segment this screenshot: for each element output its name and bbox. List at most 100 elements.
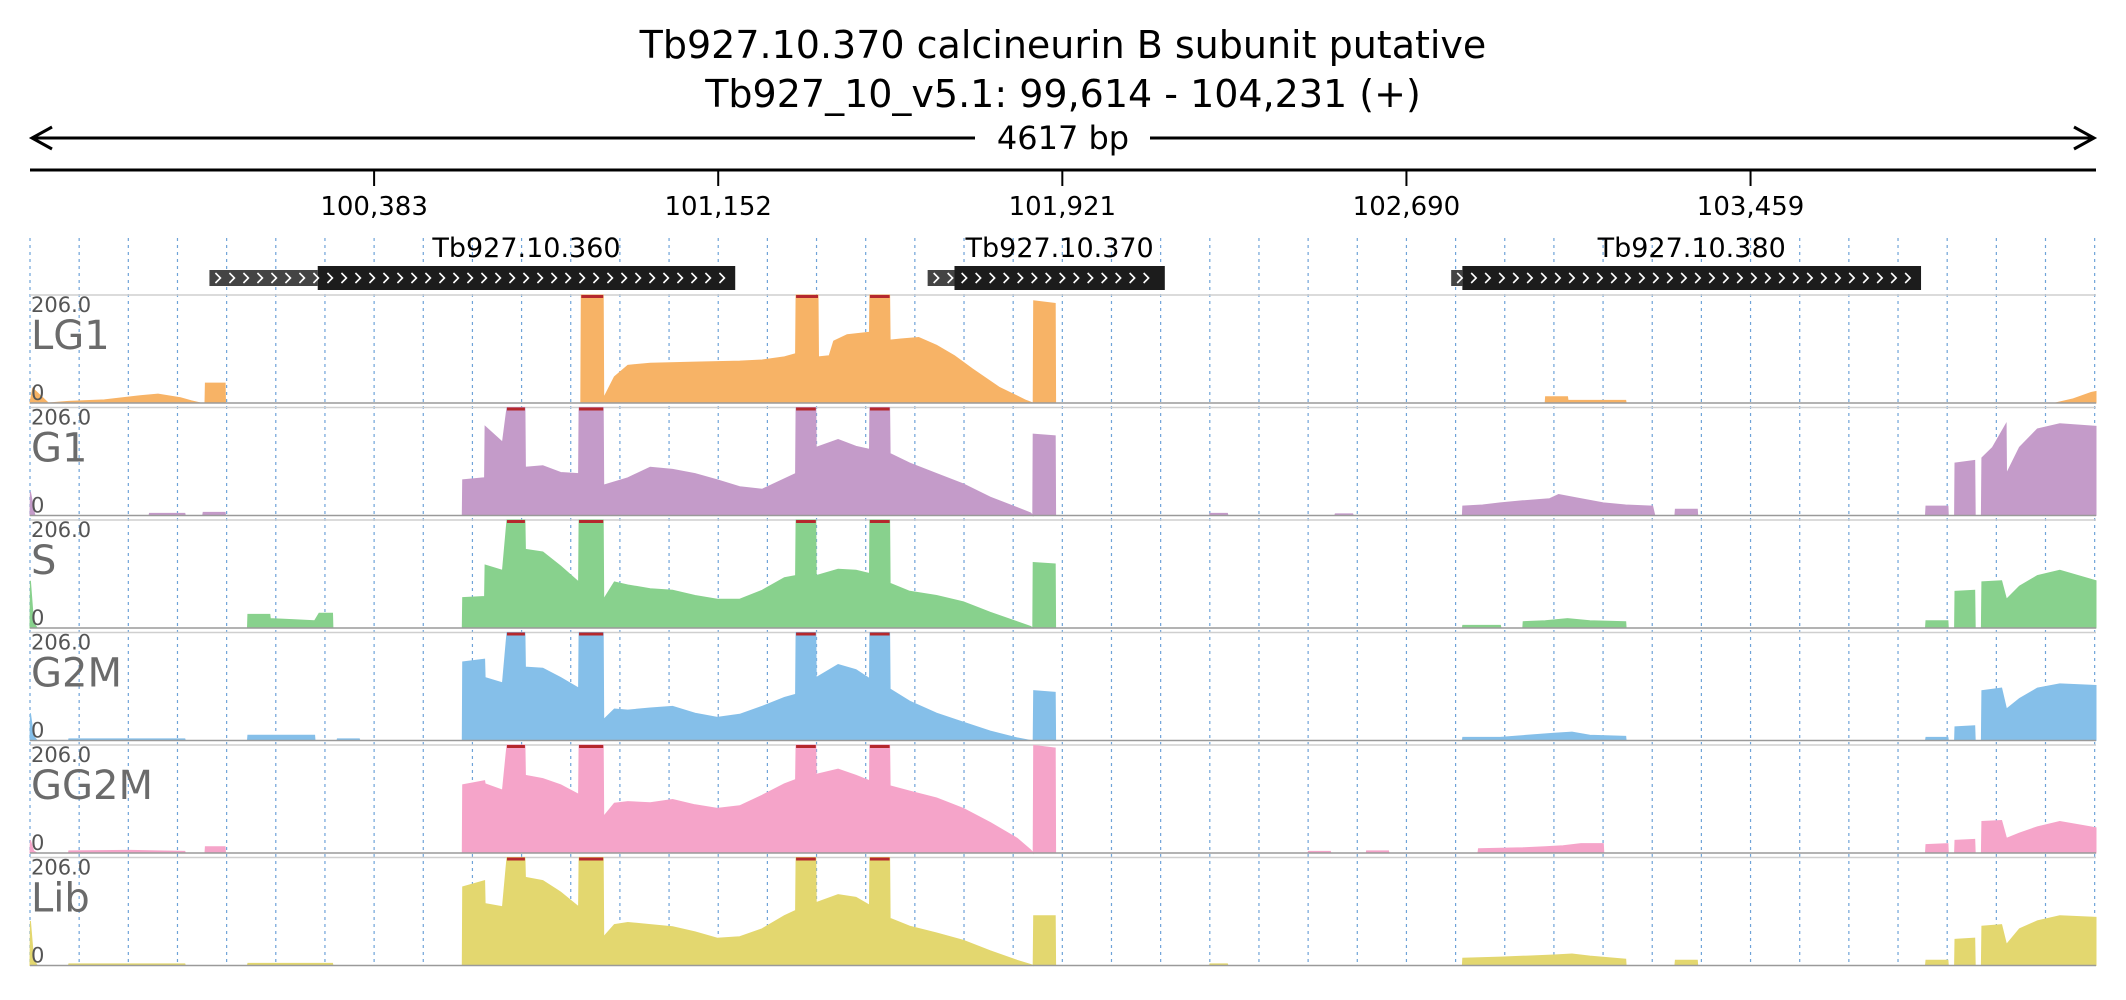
gene-utr <box>927 270 955 286</box>
clipped-peak-marker <box>796 745 816 748</box>
strand-arrow <box>1876 272 1884 284</box>
gene-model: Tb927.10.380 <box>1451 233 1922 290</box>
x-tick-label: 101,921 <box>1009 192 1117 222</box>
strand-arrow <box>1554 272 1562 284</box>
strand-arrow <box>382 272 390 284</box>
strand-arrow <box>550 272 558 284</box>
clipped-peak-marker <box>507 857 525 861</box>
clipped-peak-marker <box>869 520 890 523</box>
x-tick-label: 101,152 <box>664 192 772 222</box>
gene-cds <box>954 266 1165 290</box>
clipped-peak-marker <box>581 295 604 298</box>
strand-arrow <box>354 272 362 284</box>
strand-arrow <box>396 272 404 284</box>
strand-arrow <box>1568 272 1576 284</box>
strand-arrow <box>368 272 376 284</box>
strand-arrow <box>508 272 516 284</box>
strand-arrow <box>718 272 726 284</box>
x-tick-label: 100,383 <box>320 192 428 222</box>
x-axis: 100,383 101,152 101,921 102,690 103,459 <box>30 168 2096 222</box>
strand-arrow <box>494 272 502 284</box>
strand-arrow <box>298 272 306 284</box>
clipped-peak-marker <box>869 407 890 411</box>
clipped-peak-marker <box>579 407 604 411</box>
gene-label: Tb927.10.370 <box>965 233 1154 264</box>
strand-arrow <box>522 272 530 284</box>
track-name: LG1 <box>31 313 110 359</box>
track-min-label: 0 <box>31 719 44 743</box>
coverage-area <box>29 632 2097 741</box>
strand-arrow <box>1059 272 1066 284</box>
gene-utr <box>1451 270 1463 286</box>
gene-cds <box>317 266 736 290</box>
strand-arrow <box>1694 272 1702 284</box>
strand-arrow <box>1722 272 1730 284</box>
gene-label: Tb927.10.380 <box>1597 233 1786 264</box>
strand-arrow <box>1806 272 1814 284</box>
clipped-peak-marker <box>796 407 816 411</box>
strand-arrow <box>704 272 712 284</box>
clipped-peak-marker <box>796 857 816 861</box>
strand-arrow <box>1708 272 1716 284</box>
strand-arrow <box>1862 272 1870 284</box>
gene-cds <box>1462 266 1922 290</box>
strand-arrow <box>634 272 642 284</box>
track-min-label: 0 <box>31 944 44 968</box>
strand-arrow <box>1003 272 1010 284</box>
strand-arrow <box>214 272 222 284</box>
strand-arrow <box>1624 272 1632 284</box>
clipped-peak-marker <box>796 295 819 298</box>
strand-arrow <box>284 272 292 284</box>
strand-arrow <box>989 272 996 284</box>
strand-arrow <box>1045 272 1052 284</box>
strand-arrow <box>1736 272 1744 284</box>
strand-arrow <box>466 272 474 284</box>
strand-arrow <box>975 272 982 284</box>
coverage-tracks: 206.00LG1206.00G1206.00S206.00G2M206.00G… <box>29 293 2097 968</box>
chart-subtitle: Tb927_10_v5.1: 99,614 - 104,231 (+) <box>704 72 1421 116</box>
track-name: G2M <box>31 651 122 697</box>
strand-arrow <box>1638 272 1646 284</box>
strand-arrow <box>242 272 250 284</box>
strand-arrow <box>1470 272 1478 284</box>
strand-arrow <box>606 272 614 284</box>
strand-arrow <box>1484 272 1492 284</box>
track-lg1: 206.0 0 LG1 <box>29 293 2097 405</box>
clipped-peak-marker <box>507 745 525 748</box>
strand-arrow <box>1115 272 1122 284</box>
coverage-area <box>29 857 2097 967</box>
strand-arrow <box>564 272 572 284</box>
strand-arrow <box>1848 272 1856 284</box>
strand-arrow <box>1596 272 1604 284</box>
strand-arrow <box>1101 272 1108 284</box>
strand-arrow <box>1904 272 1912 284</box>
clipped-peak-marker <box>507 407 525 411</box>
strand-arrow <box>1890 272 1898 284</box>
strand-arrow <box>1764 272 1772 284</box>
clipped-peak-marker <box>796 520 816 523</box>
strand-arrow <box>1017 272 1024 284</box>
clipped-peak-marker <box>507 520 525 523</box>
strand-arrow <box>592 272 600 284</box>
strand-arrow <box>1750 272 1758 284</box>
clipped-peak-marker <box>579 520 604 523</box>
coverage-area <box>29 294 2097 404</box>
gene-track: Tb927.10.360 Tb927.10.370 Tb927.10.380 <box>209 233 1922 290</box>
strand-arrow <box>947 272 954 284</box>
clipped-peak-marker <box>869 632 890 636</box>
strand-arrow <box>480 272 488 284</box>
strand-arrow <box>578 272 586 284</box>
strand-arrow <box>1526 272 1534 284</box>
span-arrow-left <box>28 125 53 151</box>
track-max-label: 206.0 <box>31 293 91 317</box>
strand-arrow <box>1680 272 1688 284</box>
x-tick-label: 103,459 <box>1697 192 1805 222</box>
strand-arrow <box>1610 272 1618 284</box>
track-lib: 206.0 0 Lib <box>29 856 2097 968</box>
strand-arrow <box>326 272 334 284</box>
strand-arrow <box>676 272 684 284</box>
clipped-peak-marker <box>869 857 890 861</box>
clipped-peak-marker <box>579 745 604 748</box>
